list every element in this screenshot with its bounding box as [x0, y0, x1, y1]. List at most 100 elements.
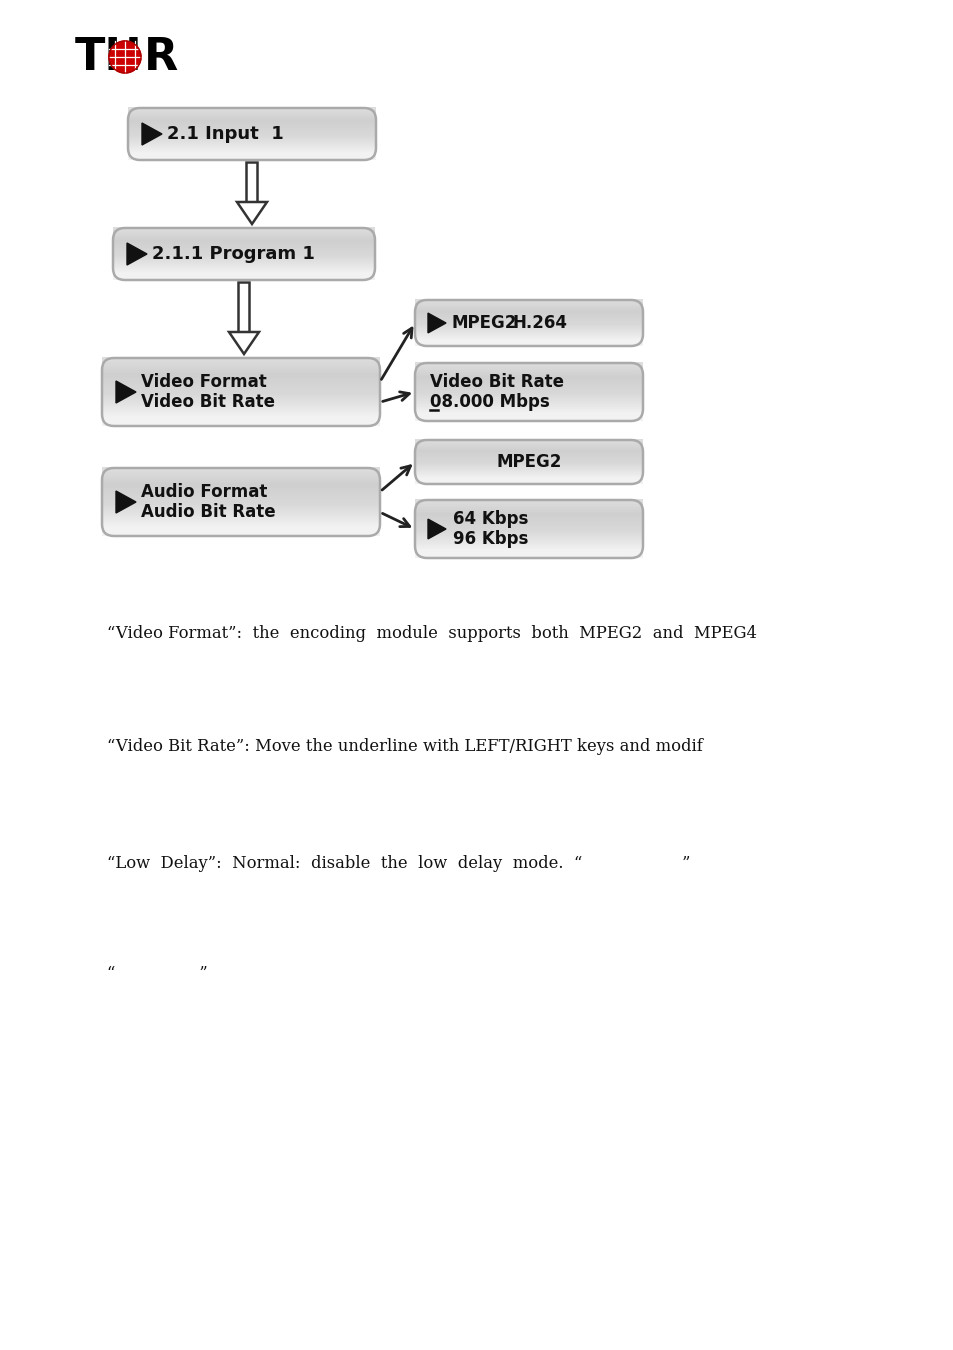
- Bar: [128, 111, 375, 113]
- Bar: [128, 144, 375, 147]
- Bar: [102, 360, 379, 362]
- Bar: [415, 317, 642, 320]
- Bar: [102, 392, 379, 394]
- Bar: [128, 140, 375, 143]
- Bar: [102, 393, 379, 394]
- Text: 64 Kbps: 64 Kbps: [453, 510, 528, 528]
- Bar: [415, 327, 642, 328]
- Bar: [102, 514, 379, 517]
- FancyBboxPatch shape: [102, 468, 379, 536]
- Bar: [415, 525, 642, 528]
- Bar: [102, 471, 379, 474]
- Bar: [102, 356, 379, 359]
- Bar: [415, 541, 642, 544]
- Bar: [112, 244, 375, 246]
- Bar: [112, 248, 375, 251]
- Bar: [112, 254, 375, 256]
- Bar: [415, 502, 642, 505]
- Bar: [102, 522, 379, 525]
- Bar: [415, 537, 642, 539]
- Bar: [415, 327, 642, 329]
- Bar: [112, 234, 375, 235]
- Bar: [415, 323, 642, 324]
- Bar: [415, 383, 642, 386]
- Bar: [102, 360, 379, 363]
- Bar: [102, 378, 379, 381]
- Bar: [112, 263, 375, 265]
- Bar: [112, 256, 375, 259]
- Bar: [246, 162, 257, 202]
- Bar: [128, 135, 375, 138]
- Bar: [415, 412, 642, 413]
- Bar: [102, 404, 379, 406]
- Bar: [112, 244, 375, 247]
- Bar: [415, 342, 642, 344]
- Bar: [415, 524, 642, 527]
- Bar: [102, 401, 379, 404]
- Bar: [128, 127, 375, 130]
- Bar: [415, 382, 642, 385]
- Bar: [128, 126, 375, 127]
- Bar: [415, 506, 642, 508]
- Bar: [112, 235, 375, 238]
- Bar: [415, 481, 642, 483]
- Bar: [415, 392, 642, 394]
- Bar: [415, 459, 642, 460]
- Bar: [102, 418, 379, 421]
- Bar: [112, 255, 375, 258]
- Bar: [415, 544, 642, 547]
- Bar: [415, 404, 642, 406]
- Bar: [415, 308, 642, 310]
- Bar: [102, 406, 379, 409]
- Bar: [112, 256, 375, 259]
- Bar: [415, 335, 642, 336]
- Bar: [102, 421, 379, 424]
- Bar: [415, 500, 642, 501]
- Text: R: R: [144, 35, 178, 78]
- Bar: [112, 227, 375, 228]
- Bar: [415, 470, 642, 471]
- Bar: [128, 107, 375, 109]
- Bar: [102, 495, 379, 498]
- Bar: [128, 115, 375, 117]
- Bar: [102, 424, 379, 427]
- Bar: [415, 458, 642, 459]
- Bar: [102, 374, 379, 377]
- Bar: [415, 447, 642, 448]
- Bar: [415, 539, 642, 541]
- Bar: [415, 370, 642, 373]
- Bar: [415, 455, 642, 458]
- Bar: [102, 494, 379, 495]
- Bar: [415, 298, 642, 301]
- Bar: [415, 309, 642, 312]
- Bar: [112, 240, 375, 242]
- Bar: [102, 377, 379, 378]
- Bar: [415, 386, 642, 389]
- Bar: [415, 516, 642, 517]
- Bar: [102, 497, 379, 498]
- Bar: [415, 447, 642, 448]
- Bar: [102, 400, 379, 401]
- Bar: [415, 386, 642, 387]
- Bar: [128, 142, 375, 143]
- Bar: [102, 390, 379, 393]
- Bar: [415, 343, 642, 346]
- Bar: [102, 502, 379, 505]
- Bar: [102, 529, 379, 532]
- Bar: [415, 549, 642, 552]
- Bar: [415, 377, 642, 378]
- Bar: [415, 466, 642, 468]
- Bar: [128, 128, 375, 130]
- Bar: [415, 321, 642, 323]
- Bar: [415, 335, 642, 336]
- Bar: [415, 364, 642, 367]
- Bar: [415, 309, 642, 311]
- Bar: [128, 126, 375, 128]
- Bar: [128, 157, 375, 159]
- Bar: [415, 479, 642, 482]
- Bar: [415, 336, 642, 338]
- Bar: [415, 308, 642, 309]
- Bar: [415, 418, 642, 420]
- Bar: [128, 138, 375, 140]
- FancyBboxPatch shape: [102, 358, 379, 427]
